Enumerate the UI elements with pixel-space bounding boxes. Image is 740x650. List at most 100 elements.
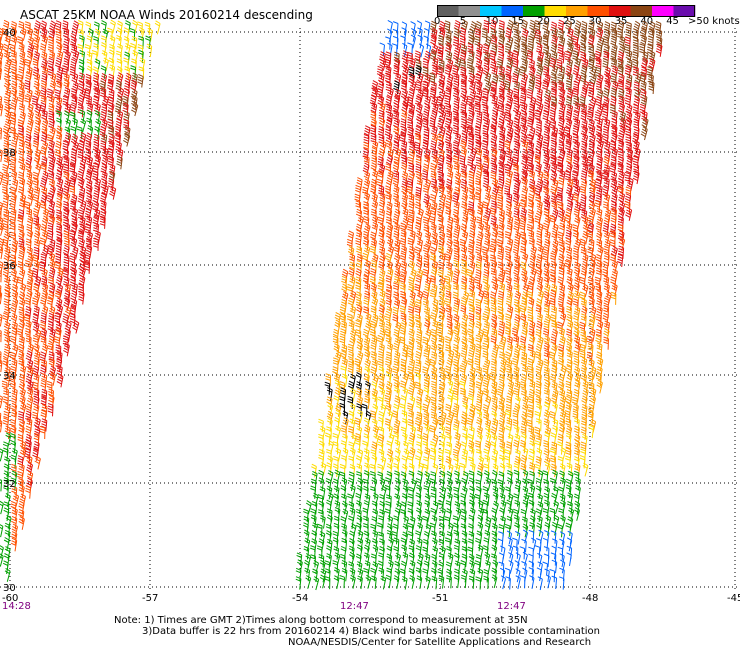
wind-barb-1032 <box>424 154 431 169</box>
wind-barb-2340 <box>0 359 3 373</box>
wind-barb-1739 <box>349 261 356 275</box>
wind-barb-1788 <box>348 267 355 282</box>
wind-barb-1375 <box>10 208 17 222</box>
wind-barb-2565 <box>27 395 34 410</box>
wind-barb-1489 <box>93 222 100 236</box>
wind-barb-3341 <box>3 537 10 551</box>
wind-barb-716 <box>491 109 499 124</box>
wind-barb-1307 <box>527 193 534 207</box>
wind-barb-1079 <box>385 163 392 177</box>
wind-barb-2458 <box>484 372 491 387</box>
wind-barb-1589 <box>92 237 99 251</box>
wind-barb-606 <box>491 94 498 109</box>
wind-barb-2301 <box>39 351 46 365</box>
wind-barb-1205 <box>536 178 544 192</box>
wind-barb-1942 <box>409 290 416 305</box>
wind-barb-2376 <box>537 358 544 373</box>
wind-barb-805 <box>99 126 106 140</box>
wind-barb-1004 <box>611 147 618 162</box>
wind-barb-35 <box>489 19 497 34</box>
wind-barb-2007 <box>544 298 551 313</box>
wind-barb-1912 <box>551 283 558 298</box>
wind-barb-2471 <box>580 372 588 387</box>
wind-barb-1843 <box>399 275 406 289</box>
wind-barb-983 <box>453 147 460 162</box>
wind-barb-3040 <box>394 477 401 492</box>
wind-barb-2357 <box>393 358 400 372</box>
wind-barb-2167 <box>332 328 339 343</box>
wind-barb-1625 <box>609 239 616 253</box>
wind-barb-864 <box>363 134 370 148</box>
wind-barb-653 <box>423 103 431 118</box>
wind-barb-912 <box>85 140 92 154</box>
wind-barb-212 <box>504 43 511 57</box>
wind-barb-344 <box>631 58 639 73</box>
wind-barb-1137 <box>421 170 428 184</box>
wind-barb-197 <box>391 43 398 57</box>
wind-barb-2539 <box>431 388 438 402</box>
wind-barb-3264 <box>0 524 4 538</box>
wind-barb-2791 <box>377 433 385 448</box>
wind-barb-1562 <box>520 231 526 245</box>
wind-barb-1297 <box>452 192 459 206</box>
wind-barb-6 <box>48 20 56 35</box>
wind-barb-1647 <box>400 245 407 259</box>
wind-barb-44 <box>557 19 564 34</box>
wind-barb-1505 <box>469 222 476 237</box>
wind-barb-1319 <box>618 191 625 206</box>
wind-barb-336 <box>573 57 581 72</box>
wind-barb-565 <box>602 87 610 102</box>
wind-barb-656 <box>444 102 452 117</box>
wind-barb-1752 <box>446 261 452 275</box>
wind-barb-2578 <box>394 395 401 409</box>
wind-barb-489 <box>452 80 460 94</box>
wind-barb-1460 <box>507 215 514 230</box>
wind-barb-2740 <box>39 425 46 440</box>
wind-barb-2260 <box>341 343 348 358</box>
wind-barb-1579 <box>18 237 25 252</box>
wind-barb-3537 <box>349 574 356 589</box>
wind-barb-1005 <box>617 148 624 162</box>
wind-barb-2149 <box>551 320 558 334</box>
wind-barb-2014 <box>596 297 603 312</box>
wind-barb-1717 <box>558 253 565 268</box>
wind-barb-429 <box>424 73 431 87</box>
wind-barb-2384 <box>596 357 604 372</box>
wind-barb-1609 <box>490 238 497 252</box>
wind-barb-91 <box>474 28 481 42</box>
wind-barb-1148 <box>506 169 513 184</box>
colorbar-label-0: 0 <box>434 16 441 27</box>
wind-barb-744 <box>56 117 62 132</box>
wind-barb-1469 <box>574 215 581 230</box>
wind-barb-713 <box>467 109 475 124</box>
wind-barb-2053 <box>543 305 550 319</box>
wind-barb-3472 <box>409 560 416 575</box>
wind-barb-2721 <box>491 418 499 432</box>
wind-barb-384 <box>504 66 512 80</box>
wind-barb-107 <box>596 27 604 42</box>
wind-barb-1485 <box>63 222 71 237</box>
wind-barb-2103 <box>559 312 567 326</box>
wind-barb-1250 <box>484 184 492 199</box>
wind-barb-1423 <box>617 207 625 222</box>
wind-barb-1955 <box>506 290 513 305</box>
wind-barb-1946 <box>438 290 445 305</box>
wind-barb-1838 <box>362 275 369 289</box>
wind-barb-1791 <box>369 267 376 282</box>
wind-barb-1981 <box>347 297 354 312</box>
wind-barb-2928 <box>478 455 485 470</box>
wind-barb-3220 <box>542 508 549 522</box>
wind-barb-202 <box>431 43 439 58</box>
wind-barb-2163 <box>40 328 47 342</box>
wind-barb-3534 <box>324 576 331 590</box>
wind-barb-544 <box>445 87 452 101</box>
wind-barb-1462 <box>520 214 527 229</box>
wind-barb-2224 <box>415 335 422 350</box>
wind-barb-1947 <box>445 290 452 304</box>
wind-barb-3562 <box>537 576 543 591</box>
wind-barb-765 <box>452 117 460 131</box>
wind-barb-1961 <box>550 289 557 304</box>
wind-barb-1438 <box>92 214 100 229</box>
wind-barb-1370 <box>610 200 617 215</box>
wind-barb-3304 <box>11 531 18 545</box>
